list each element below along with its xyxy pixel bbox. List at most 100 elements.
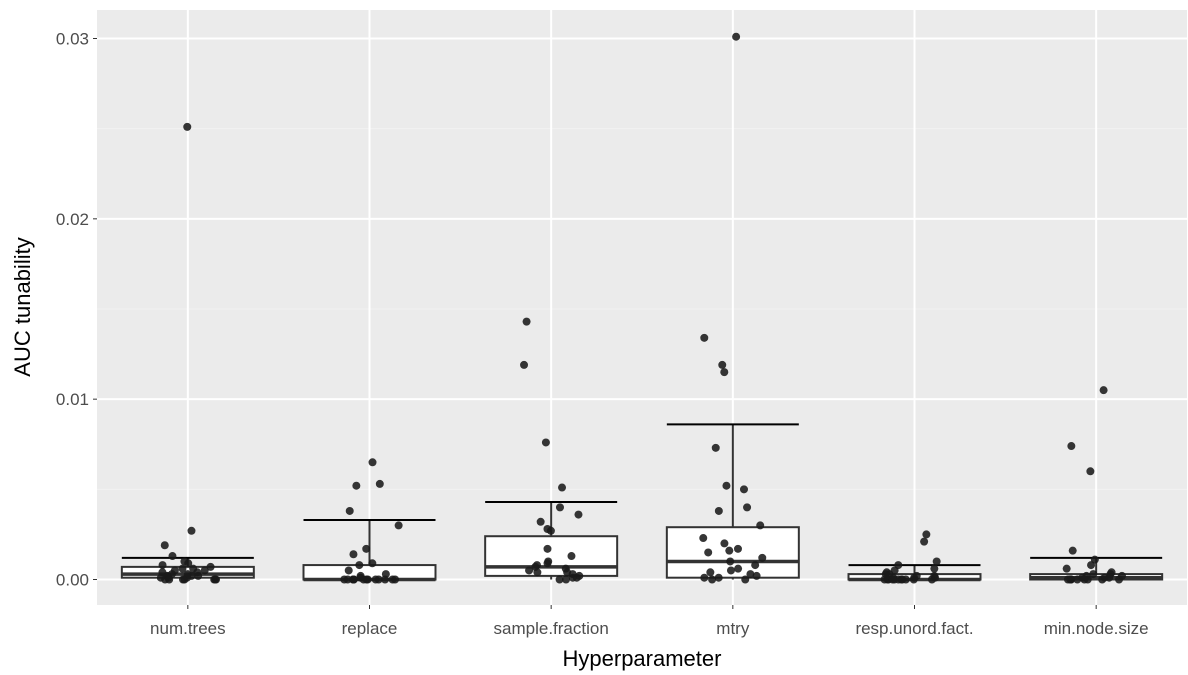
y-tick-label: 0.02: [56, 210, 89, 229]
data-point: [720, 368, 729, 377]
data-point: [725, 546, 734, 555]
data-point: [568, 573, 577, 582]
data-point: [394, 521, 403, 530]
data-point: [920, 537, 929, 546]
data-point: [898, 575, 907, 584]
data-point: [352, 481, 361, 490]
data-point: [555, 503, 564, 512]
data-point: [381, 575, 390, 584]
data-point: [546, 526, 555, 535]
y-tick-label: 0.00: [56, 571, 89, 590]
y-axis: 0.00 0.01 0.02 0.03: [56, 30, 97, 590]
data-point: [922, 530, 931, 539]
jitter-points: [156, 32, 1126, 584]
data-point: [362, 575, 371, 584]
data-point: [184, 559, 193, 568]
x-axis-title: Hyperparameter: [563, 646, 722, 671]
data-point: [183, 122, 192, 131]
data-point: [1068, 546, 1077, 555]
data-point: [714, 506, 723, 515]
data-point: [734, 564, 743, 573]
data-point: [349, 550, 358, 559]
data-point: [567, 552, 576, 561]
data-point: [1086, 467, 1095, 476]
data-point: [187, 526, 196, 535]
plot-panel: [97, 10, 1187, 605]
major-gridlines: [97, 10, 1187, 605]
data-point: [718, 360, 727, 369]
x-tick-label: min.node.size: [1044, 619, 1149, 638]
data-point: [930, 564, 939, 573]
data-point: [752, 571, 761, 580]
data-point: [1089, 570, 1098, 579]
box: [484, 535, 619, 577]
data-point: [733, 544, 742, 553]
data-point: [722, 481, 731, 490]
data-point: [178, 575, 187, 584]
x-axis: num.trees replace sample.fraction mtry resp.…: [150, 605, 1149, 638]
data-point: [362, 544, 371, 553]
data-point: [706, 568, 715, 577]
data-point: [200, 566, 209, 575]
data-point: [1067, 442, 1076, 451]
data-point: [758, 553, 767, 562]
data-point: [726, 566, 735, 575]
data-point: [194, 571, 203, 580]
data-point: [348, 575, 357, 584]
data-point: [558, 483, 567, 492]
y-tick-label: 0.03: [56, 30, 89, 49]
data-point: [522, 317, 531, 326]
data-point: [756, 521, 765, 530]
data-point: [704, 548, 713, 557]
x-tick-label: resp.unord.fact.: [855, 619, 973, 638]
data-point: [562, 575, 571, 584]
data-point: [1115, 575, 1124, 584]
data-point: [880, 575, 889, 584]
data-point: [178, 564, 187, 573]
data-point: [739, 485, 748, 494]
data-point: [574, 510, 583, 519]
y-tick-label: 0.01: [56, 390, 89, 409]
data-point: [700, 573, 709, 582]
data-point: [714, 573, 723, 582]
data-point: [909, 575, 918, 584]
data-point: [1087, 561, 1096, 570]
data-point: [345, 506, 354, 515]
data-point: [746, 570, 755, 579]
data-point: [543, 544, 552, 553]
data-point: [1099, 386, 1108, 395]
data-point: [206, 562, 215, 571]
minor-gridlines: [97, 128, 1187, 490]
data-point: [525, 566, 534, 575]
data-point: [536, 517, 545, 526]
data-point: [1063, 575, 1072, 584]
data-point: [374, 575, 383, 584]
data-point: [700, 333, 709, 342]
data-point: [726, 557, 735, 566]
data-point: [368, 458, 377, 467]
x-tick-label: mtry: [716, 619, 750, 638]
x-tick-label: sample.fraction: [494, 619, 609, 638]
data-point: [543, 559, 552, 568]
data-point: [743, 503, 752, 512]
data-point: [741, 575, 750, 584]
data-point: [344, 566, 353, 575]
x-tick-label: replace: [342, 619, 398, 638]
data-point: [932, 557, 941, 566]
data-point: [533, 568, 542, 577]
data-point: [927, 575, 936, 584]
data-point: [699, 534, 708, 543]
data-point: [720, 539, 729, 548]
data-point: [211, 575, 220, 584]
data-point: [520, 360, 529, 369]
data-point: [388, 575, 397, 584]
data-point: [555, 575, 564, 584]
data-point: [368, 559, 377, 568]
data-point: [158, 561, 167, 570]
x-tick-label: num.trees: [150, 619, 226, 638]
data-point: [541, 438, 550, 447]
data-point: [890, 575, 899, 584]
data-point: [165, 575, 174, 584]
y-axis-title: AUC tunability: [10, 237, 35, 376]
